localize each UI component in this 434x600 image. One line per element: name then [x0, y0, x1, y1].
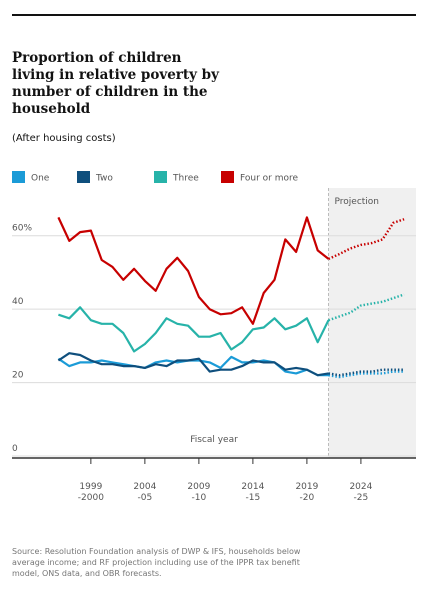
projection-label: Projection — [335, 197, 380, 207]
source: Source: Resolution Foundation analysis o… — [12, 547, 301, 578]
projection-line — [328, 370, 405, 379]
y-tick-label: 20 — [12, 371, 24, 381]
x-tick-label: 2024 — [349, 482, 372, 492]
projection-line — [328, 293, 405, 322]
legend-swatch — [77, 171, 90, 183]
legend-swatch — [221, 171, 234, 183]
x-tick-label: 2009 — [187, 482, 210, 492]
x-tick-label: -15 — [246, 493, 261, 503]
projection-line — [328, 368, 405, 377]
y-tick-label: 40 — [12, 297, 24, 307]
series-line — [57, 352, 329, 377]
x-axis-label: Fiscal year — [190, 435, 238, 445]
series-line — [57, 216, 330, 325]
x-tick-label: 1999 — [79, 482, 102, 492]
x-tick-label: 2014 — [241, 482, 264, 492]
chart-title: Proportion of children living in relativ… — [12, 50, 219, 117]
subtitle: (After housing costs) — [12, 133, 116, 144]
x-tick-label: -10 — [192, 493, 207, 503]
y-tick-label: 60% — [12, 224, 32, 234]
x-tick-label: -05 — [138, 493, 153, 503]
legend-swatch — [154, 171, 167, 183]
projection-region — [328, 188, 416, 458]
y-tick-label: 0 — [12, 444, 18, 454]
legend-label: Four or more — [240, 174, 298, 184]
projection-line — [328, 218, 405, 260]
legend-swatch — [12, 171, 25, 183]
legend-label: Two — [95, 174, 113, 184]
legend-label: Three — [172, 174, 199, 184]
x-tick-label: 2019 — [295, 482, 318, 492]
x-tick-label: -2000 — [78, 493, 104, 503]
x-tick-label: 2004 — [133, 482, 156, 492]
legend-label: One — [31, 174, 50, 184]
x-tick-label: -20 — [300, 493, 315, 503]
series-line — [58, 306, 330, 353]
x-tick-label: -25 — [354, 493, 369, 503]
